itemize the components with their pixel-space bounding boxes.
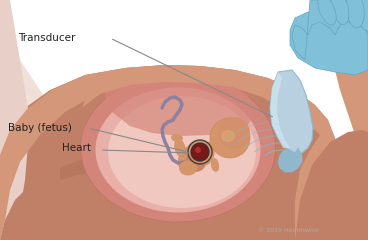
Polygon shape xyxy=(0,65,340,240)
Ellipse shape xyxy=(171,134,183,142)
Ellipse shape xyxy=(346,0,364,28)
Ellipse shape xyxy=(358,0,368,31)
Polygon shape xyxy=(0,0,80,240)
Polygon shape xyxy=(270,72,290,148)
Polygon shape xyxy=(292,0,368,60)
Circle shape xyxy=(218,117,250,149)
Ellipse shape xyxy=(178,147,192,168)
Polygon shape xyxy=(82,65,308,122)
Polygon shape xyxy=(295,138,368,240)
Circle shape xyxy=(195,147,201,153)
Ellipse shape xyxy=(81,74,276,222)
Polygon shape xyxy=(0,0,30,240)
Ellipse shape xyxy=(175,139,185,157)
Polygon shape xyxy=(60,150,250,180)
Ellipse shape xyxy=(108,96,256,208)
Ellipse shape xyxy=(202,149,214,165)
Ellipse shape xyxy=(186,141,214,163)
Ellipse shape xyxy=(96,88,261,212)
Ellipse shape xyxy=(318,0,336,25)
Polygon shape xyxy=(270,70,313,153)
Polygon shape xyxy=(0,65,340,240)
Text: Heart: Heart xyxy=(62,143,91,153)
Text: © 2019 Healthwise: © 2019 Healthwise xyxy=(258,228,319,233)
Ellipse shape xyxy=(221,130,235,142)
Polygon shape xyxy=(105,70,255,136)
Polygon shape xyxy=(330,0,368,160)
Ellipse shape xyxy=(208,140,218,148)
Circle shape xyxy=(210,118,250,158)
Polygon shape xyxy=(295,130,368,240)
Ellipse shape xyxy=(211,158,219,172)
Ellipse shape xyxy=(179,161,197,175)
Ellipse shape xyxy=(184,154,206,172)
Text: Transducer: Transducer xyxy=(18,33,75,43)
Ellipse shape xyxy=(331,0,349,24)
Polygon shape xyxy=(0,168,190,240)
Circle shape xyxy=(191,143,209,161)
Text: Baby (fetus): Baby (fetus) xyxy=(8,123,72,133)
Polygon shape xyxy=(278,148,302,172)
Polygon shape xyxy=(290,10,368,75)
